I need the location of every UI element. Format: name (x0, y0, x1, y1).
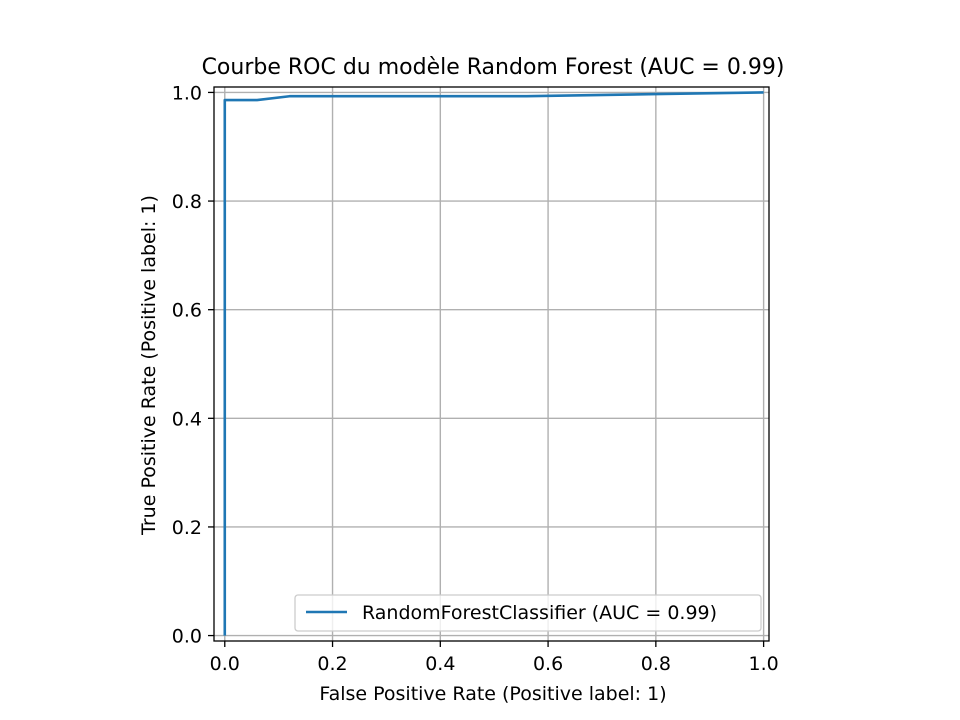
legend-box (294, 594, 762, 632)
x-ticks: 0.0 0.2 0.4 0.6 0.8 1.0 (210, 641, 779, 675)
y-tick-label: 0.8 (172, 191, 202, 213)
legend: RandomForestClassifier (AUC = 0.99) (294, 594, 762, 632)
y-axis-label: True Positive Rate (Positive label: 1) (138, 195, 160, 536)
y-tick-label: 0.0 (172, 626, 202, 648)
y-tick-label: 0.4 (172, 408, 202, 430)
series-layer (223, 91, 764, 636)
x-tick-label: 0.4 (425, 653, 455, 675)
y-tick-label: 0.6 (172, 300, 202, 322)
x-axis-label: False Positive Rate (Positive label: 1) (319, 683, 666, 705)
grid-layer (214, 87, 769, 641)
y-tick-label: 1.0 (172, 82, 202, 104)
y-ticks: 0.0 0.2 0.4 0.6 0.8 1.0 (172, 82, 214, 648)
y-tick-label: 0.2 (172, 517, 202, 539)
x-tick-label: 0.2 (317, 653, 347, 675)
roc-curve-line (223, 91, 764, 636)
x-tick-label: 0.6 (533, 653, 563, 675)
legend-label: RandomForestClassifier (AUC = 0.99) (362, 602, 717, 624)
x-tick-label: 0.8 (641, 653, 671, 675)
x-tick-label: 1.0 (749, 653, 779, 675)
chart-title: Courbe ROC du modèle Random Forest (AUC … (202, 55, 785, 80)
plot-frame (213, 86, 770, 642)
x-tick-label: 0.0 (210, 653, 240, 675)
